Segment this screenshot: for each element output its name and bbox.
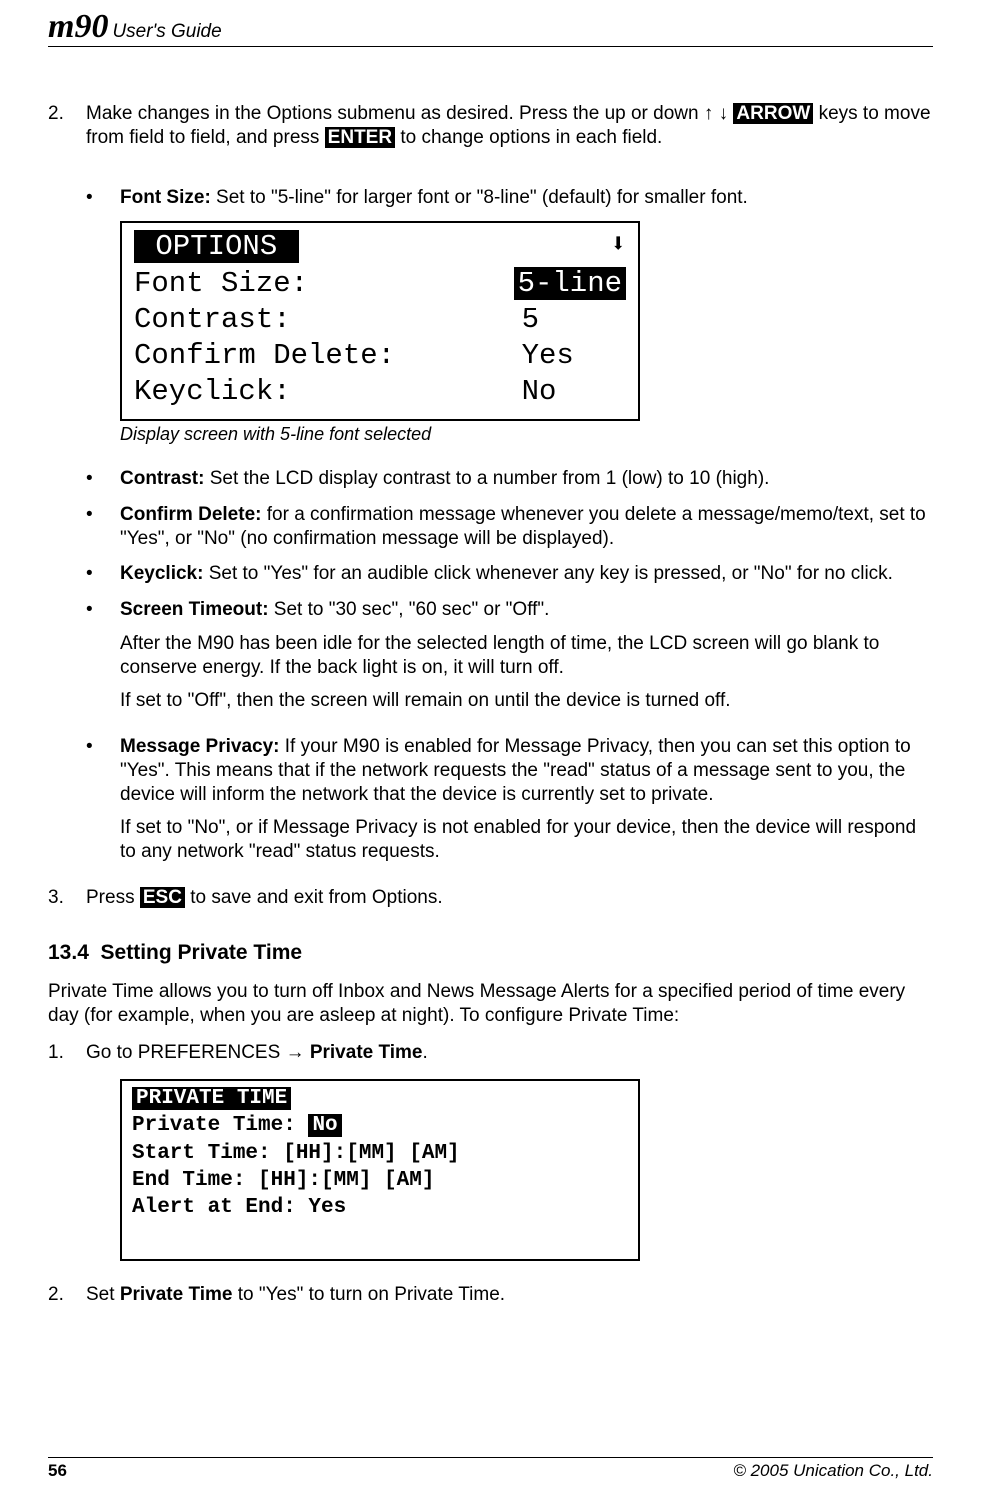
logo-text: m90 (48, 10, 108, 44)
private-time-screen: PRIVATE TIME Private Time: No Start Time… (120, 1079, 640, 1261)
step-number: 2. (48, 102, 86, 150)
pt-step-1: 1. Go to PREFERENCES → Private Time. (48, 1041, 933, 1065)
page-number: 56 (48, 1460, 67, 1481)
copyright: © 2005 Unication Co., Ltd. (733, 1460, 933, 1481)
section-heading: 13.4 Setting Private Time (48, 940, 933, 966)
step-number: 3. (48, 886, 86, 910)
key-arrow: ARROW (733, 103, 813, 124)
step-number: 2. (48, 1283, 86, 1307)
bullet-keyclick: • Keyclick: Set to "Yes" for an audible … (86, 562, 933, 586)
key-esc: ESC (140, 887, 185, 908)
bullet-screen-timeout: • Screen Timeout: Set to "30 sec", "60 s… (86, 598, 933, 723)
figure-caption: Display screen with 5-line font selected (120, 423, 933, 446)
options-screen: OPTIONS ⬇ Font Size:5-line Contrast:5 Co… (120, 221, 640, 420)
step-2: 2. Make changes in the Options submenu a… (48, 102, 933, 150)
bullet-confirm-delete: • Confirm Delete: for a confirmation mes… (86, 503, 933, 551)
step-3: 3. Press ESC to save and exit from Optio… (48, 886, 933, 910)
bullet-message-privacy: • Message Privacy: If your M90 is enable… (86, 735, 933, 874)
header-title: User's Guide (112, 20, 221, 44)
screen-title: PRIVATE TIME (132, 1087, 291, 1110)
page-footer: 56 © 2005 Unication Co., Ltd. (48, 1457, 933, 1481)
step-number: 1. (48, 1041, 86, 1065)
key-enter: ENTER (325, 127, 395, 148)
options-screen-figure: OPTIONS ⬇ Font Size:5-line Contrast:5 Co… (120, 221, 933, 445)
page-content: 2. Make changes in the Options submenu a… (48, 47, 933, 1307)
step-text: Make changes in the Options submenu as d… (86, 102, 933, 150)
down-arrow-icon: ⬇ (610, 229, 626, 265)
bullet-contrast: • Contrast: Set the LCD display contrast… (86, 467, 933, 491)
section-intro: Private Time allows you to turn off Inbo… (48, 980, 933, 1028)
bullet-font-size: • Font Size: Set to "5-line" for larger … (86, 186, 933, 210)
pt-step-2: 2. Set Private Time to "Yes" to turn on … (48, 1283, 933, 1307)
private-time-screen-figure: PRIVATE TIME Private Time: No Start Time… (120, 1079, 933, 1261)
page-header: m90 User's Guide (48, 0, 933, 47)
screen-title: OPTIONS (134, 230, 299, 263)
